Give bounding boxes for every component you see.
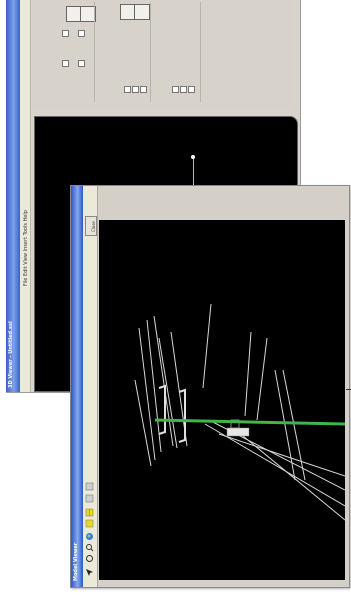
pointer-tick <box>346 389 351 390</box>
front-window-title: Model Viewer <box>73 542 79 581</box>
divider <box>94 2 95 102</box>
wireframe-model <box>134 303 345 521</box>
settings-panel <box>32 0 294 110</box>
option-checkbox[interactable] <box>62 60 69 67</box>
field-box[interactable] <box>134 4 150 20</box>
refresh-icon[interactable] <box>85 494 94 503</box>
option-checkbox[interactable] <box>78 30 85 37</box>
grid-icon[interactable] <box>85 508 94 517</box>
front-window-toolbar <box>83 186 98 587</box>
back-window-menu-items[interactable]: File Edit View Insert Tools Help <box>23 210 29 286</box>
back-window-menubar[interactable] <box>20 0 31 392</box>
settings-icon[interactable] <box>85 482 94 491</box>
front-window-titlebar[interactable] <box>71 186 83 587</box>
radio-option[interactable] <box>172 86 179 93</box>
option-checkbox[interactable] <box>62 30 69 37</box>
front-window: Model Viewer Close <box>70 185 350 588</box>
radio-option[interactable] <box>180 86 187 93</box>
radio-option[interactable] <box>140 86 147 93</box>
rotate-icon[interactable] <box>85 554 94 563</box>
globe-icon[interactable] <box>85 532 94 541</box>
field-box[interactable] <box>80 6 96 22</box>
zoom-icon[interactable] <box>85 543 94 552</box>
layer-icon[interactable] <box>85 519 94 528</box>
option-checkbox[interactable] <box>78 60 85 67</box>
back-window-titlebar[interactable] <box>6 0 20 392</box>
close-button-label: Close <box>91 221 96 232</box>
close-button[interactable] <box>85 216 97 236</box>
back-window-title: 3D Viewer - Untitled.ssl <box>8 321 14 388</box>
model-viewport-canvas[interactable] <box>99 220 345 580</box>
radio-option[interactable] <box>124 86 131 93</box>
radio-option[interactable] <box>132 86 139 93</box>
radio-option[interactable] <box>188 86 195 93</box>
axis-line <box>193 159 194 207</box>
divider <box>150 2 151 102</box>
divider <box>200 2 201 102</box>
origin-point <box>191 155 195 159</box>
arrow-icon[interactable] <box>85 568 94 577</box>
